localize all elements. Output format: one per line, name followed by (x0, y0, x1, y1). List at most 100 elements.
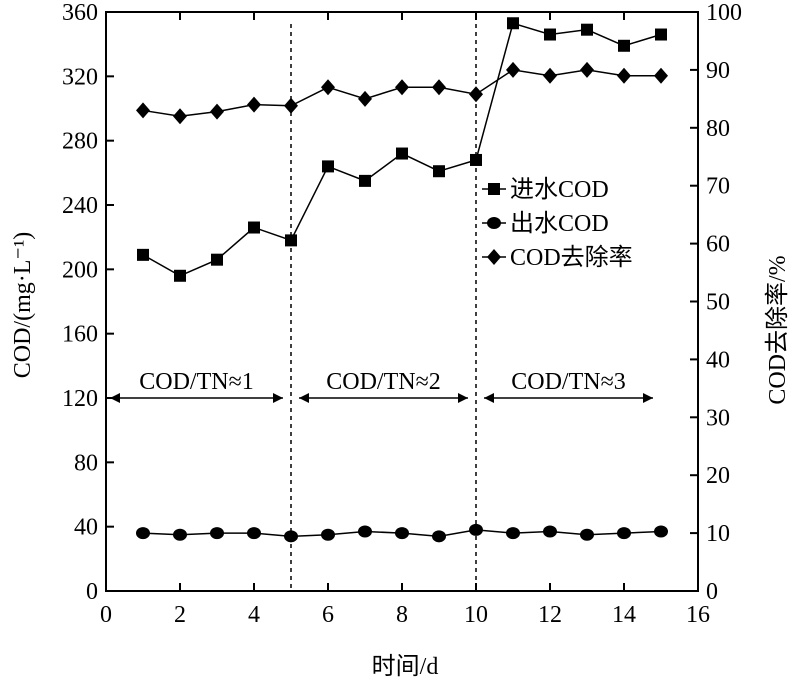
left-y-tick-label: 160 (62, 322, 98, 348)
data-point (506, 527, 520, 540)
legend-marker (487, 217, 501, 229)
phase-arrow-head-right (273, 393, 283, 403)
data-point (136, 102, 150, 119)
x-tick-label: 2 (174, 602, 186, 628)
x-tick-label: 0 (100, 602, 112, 628)
legend-label: 进水COD (510, 176, 609, 203)
data-point (358, 90, 372, 107)
x-tick-label: 6 (322, 602, 334, 628)
data-point (654, 67, 668, 84)
phase-arrow-head-left (299, 393, 309, 403)
series-diamond (136, 61, 668, 125)
left-y-tick-label: 120 (62, 386, 98, 412)
data-point (396, 147, 408, 160)
legend-marker (488, 183, 500, 195)
legend-item: 进水COD (482, 176, 609, 203)
data-point (247, 527, 261, 540)
left-y-tick-label: 280 (62, 129, 98, 155)
data-point (137, 248, 149, 261)
data-point (211, 253, 223, 266)
right-y-tick-label: 30 (706, 405, 730, 431)
series-layer (136, 17, 668, 543)
data-point (322, 160, 334, 173)
data-point (210, 527, 224, 540)
data-point (321, 79, 335, 96)
right-y-tick-label: 80 (706, 116, 730, 142)
x-axis: 0 2 4 6 8 10 12 14 16 (100, 12, 710, 628)
data-point (136, 527, 150, 540)
x-axis-title: 时间/d (372, 653, 439, 680)
data-point (432, 530, 446, 543)
right-y-axis-title: COD去除率/% (764, 255, 791, 404)
x-tick-label: 12 (538, 602, 562, 628)
data-point (321, 528, 335, 541)
data-point (506, 61, 520, 78)
right-y-axis: 0 10 20 30 40 50 60 70 80 90 100 (690, 0, 742, 605)
data-point (210, 103, 224, 120)
x-tick-label: 8 (396, 602, 408, 628)
phase-arrow-head-left (484, 393, 494, 403)
x-tick-label: 10 (464, 602, 488, 628)
phase-arrow-head-left (110, 393, 120, 403)
right-y-tick-label: 70 (706, 174, 730, 200)
right-y-tick-label: 40 (706, 347, 730, 373)
right-y-tick-label: 100 (706, 0, 742, 26)
data-point (248, 221, 260, 234)
data-point (469, 86, 483, 103)
data-point (544, 28, 556, 41)
plot-border (105, 11, 699, 592)
data-point (285, 234, 297, 247)
data-point (432, 79, 446, 96)
right-y-tick-label: 90 (706, 58, 730, 84)
left-y-tick-label: 200 (62, 257, 98, 283)
data-point (654, 525, 668, 538)
legend-marker (487, 249, 501, 265)
plot-frame (105, 11, 699, 592)
data-point (470, 153, 482, 166)
right-y-tick-label: 0 (706, 579, 718, 605)
data-point (395, 79, 409, 96)
data-point (358, 525, 372, 538)
phase-label: COD/TN≈2 (326, 369, 441, 395)
legend-item: 出水COD (482, 210, 609, 237)
data-point (395, 527, 409, 540)
left-y-axis: 0 40 80 120 160 200 240 280 320 360 (62, 0, 114, 605)
legend-label: COD去除率 (510, 244, 633, 271)
data-point (174, 269, 186, 282)
data-point (580, 528, 594, 541)
legend-item: COD去除率 (482, 244, 633, 271)
data-point (655, 28, 667, 41)
phase-label: COD/TN≈3 (511, 369, 626, 395)
legend: 进水COD 出水COD COD去除率 (482, 176, 633, 271)
data-point (617, 67, 631, 84)
data-point (359, 174, 371, 187)
x-tick-label: 16 (686, 602, 710, 628)
data-point (469, 523, 483, 536)
right-y-tick-label: 50 (706, 290, 730, 316)
data-point (617, 527, 631, 540)
left-y-tick-label: 0 (86, 579, 98, 605)
data-point (581, 23, 593, 36)
data-point (507, 17, 519, 30)
right-y-tick-label: 60 (706, 232, 730, 258)
series-square (137, 17, 667, 282)
right-y-tick-label: 20 (706, 463, 730, 489)
phase-arrow-head-right (458, 393, 468, 403)
phase-label: COD/TN≈1 (139, 369, 254, 395)
data-point (618, 39, 630, 52)
data-point (543, 67, 557, 84)
data-point (173, 528, 187, 541)
left-y-tick-label: 80 (74, 450, 98, 476)
legend-label: 出水COD (510, 210, 609, 237)
x-tick-label: 4 (248, 602, 260, 628)
left-y-tick-label: 240 (62, 193, 98, 219)
phase-arrow-head-right (643, 393, 653, 403)
data-point (580, 61, 594, 78)
series-circle (136, 523, 668, 543)
left-y-tick-label: 40 (74, 515, 98, 541)
left-y-tick-label: 360 (62, 0, 98, 26)
data-point (543, 525, 557, 538)
phase-arrows: COD/TN≈1 COD/TN≈2 COD/TN≈3 (110, 369, 653, 403)
data-point (247, 96, 261, 113)
